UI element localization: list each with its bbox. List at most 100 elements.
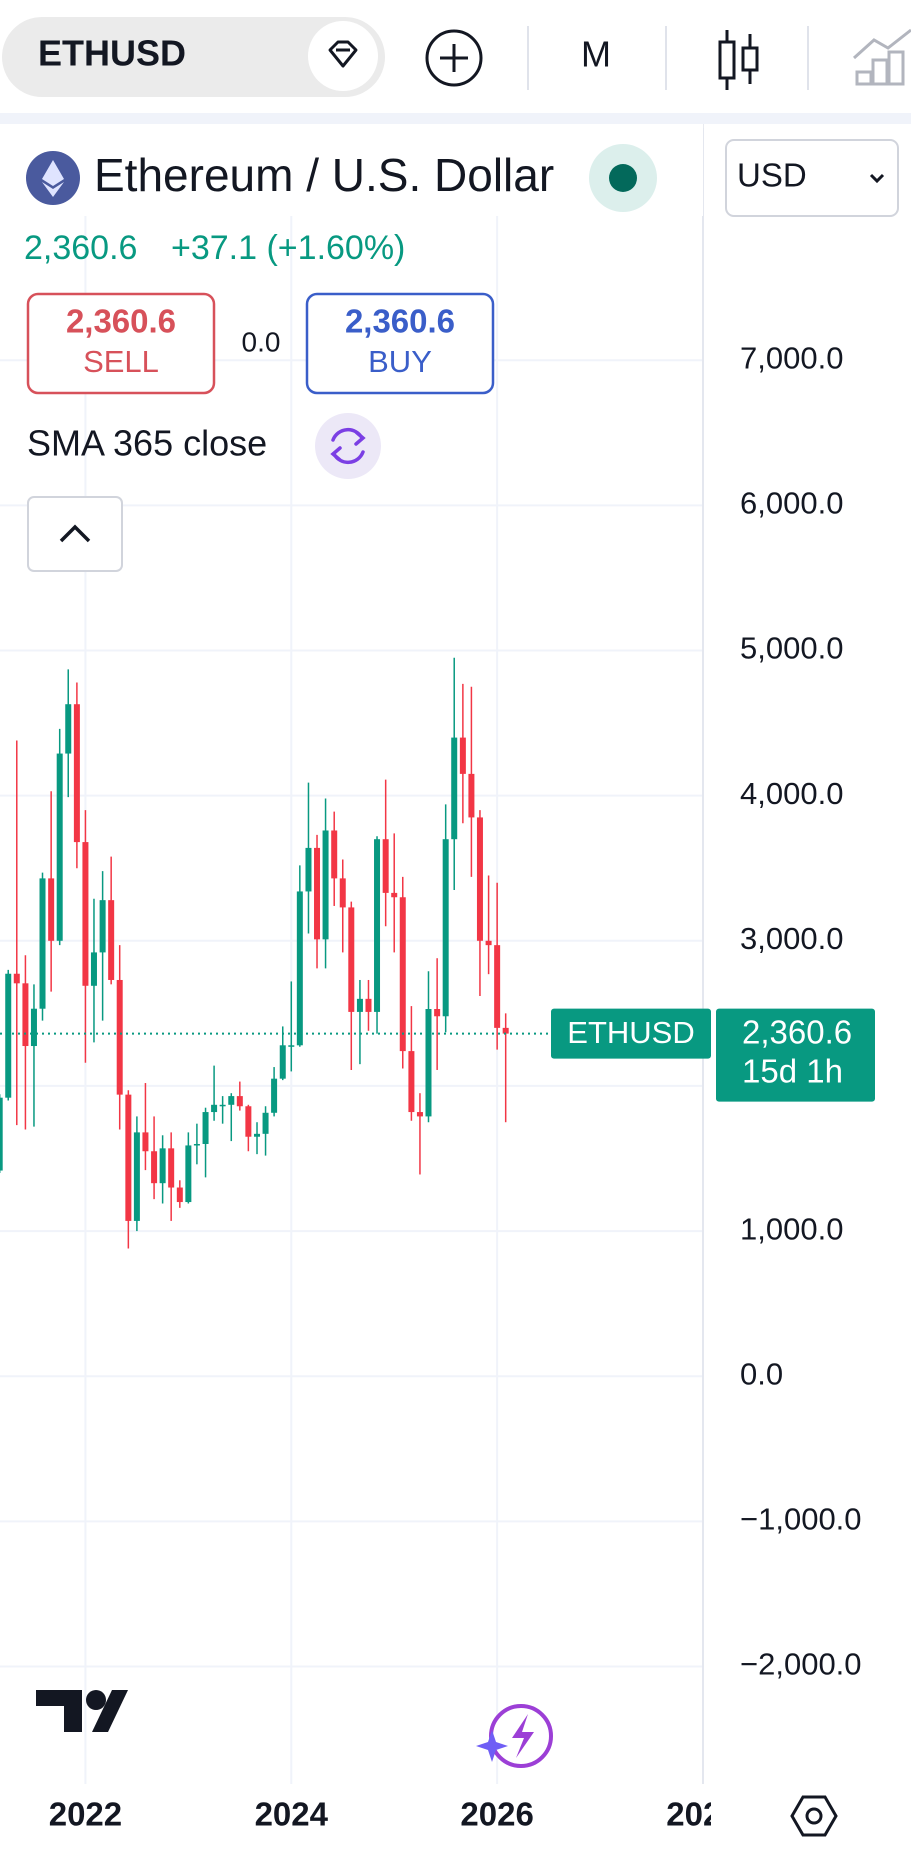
y-tick-label: 4,000.0 <box>740 776 843 811</box>
chevron-down <box>869 173 885 184</box>
candle-body <box>442 839 449 1017</box>
collapse-legend[interactable] <box>27 496 123 572</box>
symbol-price-tag-text: ETHUSD <box>567 1015 694 1050</box>
candle-body <box>279 1045 286 1079</box>
candle-body <box>176 1187 183 1203</box>
candle-body <box>374 839 381 1012</box>
symbol-search[interactable] <box>2 17 385 97</box>
candle-body <box>13 973 20 984</box>
candle-body <box>228 1096 235 1105</box>
candle-body <box>331 830 338 879</box>
y-tick-label: 0.0 <box>740 1356 783 1391</box>
y-tick-label: 1,000.0 <box>740 1211 843 1246</box>
candle-body <box>202 1112 209 1144</box>
sell-button[interactable] <box>26 292 216 395</box>
add-button[interactable] <box>425 29 483 87</box>
candle-body <box>236 1096 243 1107</box>
sell-price[interactable]: 2,360.6 <box>66 303 176 340</box>
toolbar-separator <box>0 113 911 124</box>
buy-button[interactable] <box>305 292 495 395</box>
candle-body <box>0 1097 3 1171</box>
eth-glyph <box>42 160 64 197</box>
candle-body <box>254 1133 261 1137</box>
bolt-icon <box>512 1714 534 1758</box>
candle-body <box>22 983 29 1047</box>
symbol-title: Ethereum / U.S. Dollar <box>94 149 554 201</box>
candle-body <box>382 839 389 893</box>
plus-icon <box>440 44 468 72</box>
last-price-label: 2,360.6 <box>742 1013 852 1050</box>
candle-body <box>476 817 483 941</box>
candle-body <box>451 737 458 840</box>
candle-body <box>245 1106 252 1137</box>
candle-body <box>365 998 372 1012</box>
sparkle-icon <box>476 1730 508 1762</box>
last-price: 2,360.6 <box>24 229 137 267</box>
candle-body <box>39 878 46 1009</box>
candle-body <box>48 878 55 941</box>
candle-body <box>90 952 97 986</box>
candle-body <box>142 1132 149 1152</box>
candles <box>0 657 551 1249</box>
candle-body <box>416 1112 423 1117</box>
chevron-up <box>59 524 91 543</box>
candle-body <box>133 1132 140 1221</box>
x-tick-label: 2022 <box>49 1796 122 1833</box>
x-tick-label: 2026 <box>460 1796 533 1833</box>
candle-body <box>356 998 363 1012</box>
candle-body <box>262 1112 269 1134</box>
symbol[interactable]: ETHUSD <box>38 33 186 74</box>
last-price-tag <box>716 1008 875 1102</box>
symbol-price-tag <box>551 1008 711 1059</box>
interval[interactable]: M <box>581 34 611 75</box>
indicators-button[interactable] <box>852 28 911 86</box>
indicator-loading[interactable] <box>315 413 381 479</box>
candle-body <box>116 979 123 1095</box>
y-tick-label: −1,000.0 <box>740 1502 862 1537</box>
candle-body <box>219 1104 226 1107</box>
candle-body <box>185 1145 192 1203</box>
market-status-dot <box>609 164 637 192</box>
chart-type-button[interactable] <box>718 30 759 90</box>
currency[interactable]: USD <box>737 157 807 194</box>
candle-body <box>399 897 406 1052</box>
currency-select[interactable] <box>725 139 899 217</box>
candle-body <box>108 900 115 980</box>
candle-body <box>434 1009 441 1017</box>
candle-body <box>211 1104 218 1113</box>
sell-label[interactable]: SELL <box>83 344 159 379</box>
candle-body <box>339 878 346 908</box>
candle-body <box>288 1045 295 1047</box>
x-axis-labels: 2022 2024 2026 2028 <box>49 1796 711 1833</box>
y-tick-label: 6,000.0 <box>740 486 843 521</box>
tradingview-logo[interactable] <box>36 1690 128 1732</box>
candle-body <box>502 1027 509 1034</box>
symbol-icon-button[interactable] <box>308 21 378 91</box>
candle-body <box>408 1051 415 1113</box>
candle-body <box>30 1008 37 1047</box>
settings-icon <box>805 1807 823 1825</box>
candle-body <box>271 1078 278 1113</box>
spread: 0.0 <box>242 326 281 357</box>
settings-button[interactable] <box>790 1795 838 1837</box>
y-tick-label: 3,000.0 <box>740 921 843 956</box>
legend-background <box>0 124 703 216</box>
refresh-icon <box>330 427 366 465</box>
candle-body <box>56 753 63 941</box>
candle-body <box>459 737 466 774</box>
y-tick-label: 7,000.0 <box>740 340 843 375</box>
y-tick-label: −2,000.0 <box>740 1647 862 1682</box>
y-tick-label: 5,000.0 <box>740 631 843 666</box>
candle-body <box>168 1148 175 1188</box>
candle-body <box>468 773 475 818</box>
candle-body <box>314 847 321 940</box>
candle-body <box>82 842 89 986</box>
candle-body <box>151 1151 158 1184</box>
candle-body <box>296 891 303 1046</box>
buy-price[interactable]: 2,360.6 <box>345 303 455 340</box>
candle-body <box>73 704 80 843</box>
buy-label[interactable]: BUY <box>368 344 432 379</box>
